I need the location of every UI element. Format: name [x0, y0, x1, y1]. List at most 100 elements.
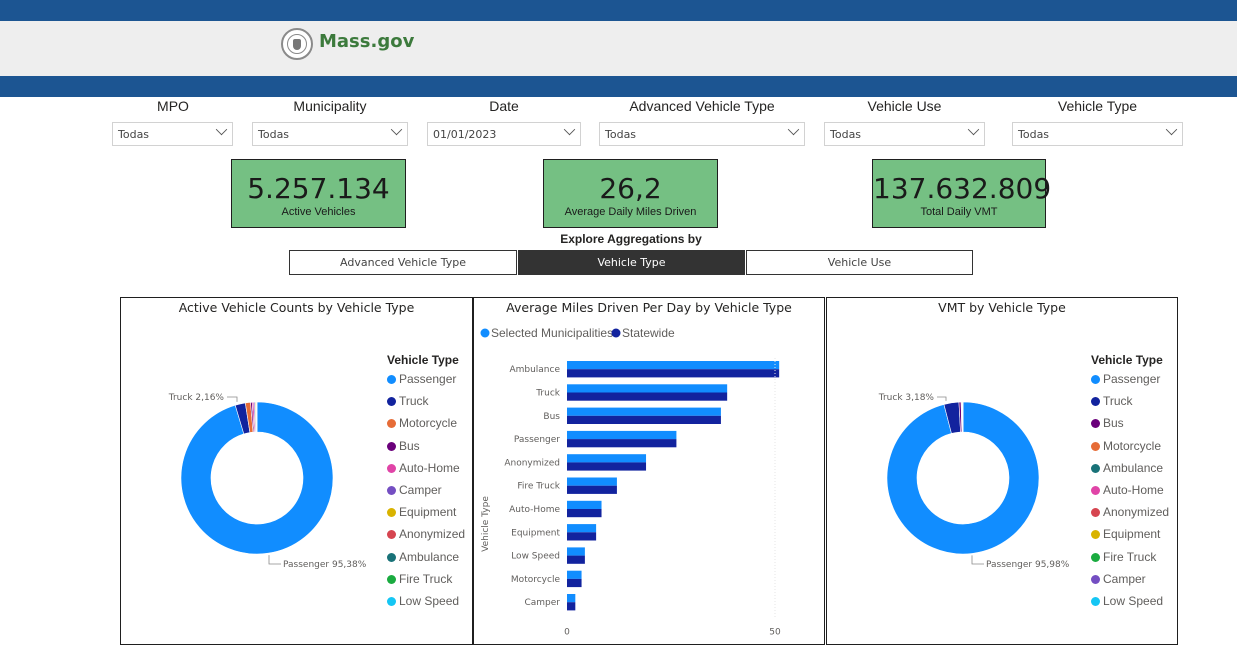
legend-label: Low Speed — [1103, 593, 1164, 608]
legend-item-bus[interactable]: Bus — [387, 439, 465, 461]
active-vehicle-donut-chart[interactable]: Truck 2,16% Passenger 95,38% — [121, 338, 381, 638]
legend-marker-icon — [611, 328, 621, 338]
bar-passenger-statewide[interactable] — [567, 439, 677, 448]
legend-item-bus[interactable]: Bus — [1091, 416, 1169, 438]
legend-item-low-speed[interactable]: Low Speed — [1091, 594, 1169, 616]
legend-item-fire-truck[interactable]: Fire Truck — [387, 572, 465, 594]
legend-item-ambulance[interactable]: Ambulance — [387, 550, 465, 572]
vehicle-type-dropdown[interactable]: Todas — [1012, 122, 1183, 146]
bar-bus-statewide[interactable] — [567, 415, 721, 424]
advanced-vehicle-type-dropdown[interactable]: Todas — [599, 122, 805, 146]
legend-item-auto-home[interactable]: Auto-Home — [1091, 483, 1169, 505]
bar-equipment-statewide[interactable] — [567, 532, 597, 541]
vehicle-use-dropdown[interactable]: Todas — [824, 122, 985, 146]
legend-item-fire-truck[interactable]: Fire Truck — [1091, 550, 1169, 572]
vehicle-use-dropdown-value: Todas — [830, 128, 862, 141]
kpi-card-average-daily-miles: 26,2 Average Daily Miles Driven — [543, 159, 718, 228]
y-axis-title: Vehicle Type — [481, 496, 491, 552]
legend-item-camper[interactable]: Camper — [1091, 572, 1169, 594]
legend-label: Anonymized — [1103, 505, 1170, 520]
massachusetts-seal-icon[interactable] — [281, 28, 313, 60]
vmt-donut-chart[interactable]: Truck 3,18% Passenger 95,98% — [827, 338, 1089, 638]
donut-slice-passenger[interactable] — [180, 401, 334, 555]
bar-low-speed-selected-municipalities[interactable] — [567, 547, 585, 556]
average-miles-panel: Average Miles Driven Per Day by Vehicle … — [473, 297, 825, 645]
legend-item-truck[interactable]: Truck — [1091, 394, 1169, 416]
vehicle-type-dropdown-value: Todas — [1018, 128, 1050, 141]
toggle-vehicle-type[interactable]: Vehicle Type — [518, 250, 745, 275]
bar-fire-truck-statewide[interactable] — [567, 485, 617, 494]
toggle-vehicle-use[interactable]: Vehicle Use — [746, 250, 973, 275]
x-tick-label: 50 — [769, 627, 781, 637]
bar-bus-selected-municipalities[interactable] — [567, 407, 721, 416]
legend-marker-icon — [480, 328, 490, 338]
bar-auto-home-selected-municipalities[interactable] — [567, 500, 602, 509]
legend-marker-icon — [1091, 375, 1100, 384]
chevron-down-icon — [563, 123, 576, 136]
bar-motorcycle-selected-municipalities[interactable] — [567, 570, 582, 579]
chevron-down-icon — [967, 123, 980, 136]
bar-fire-truck-selected-municipalities[interactable] — [567, 477, 617, 486]
legend-marker-icon — [1091, 596, 1100, 606]
bar-truck-statewide[interactable] — [567, 392, 728, 401]
donut-slice-passenger[interactable] — [886, 401, 1040, 555]
legend-item-auto-home[interactable]: Auto-Home — [387, 461, 465, 483]
kpi-value: 26,2 — [599, 172, 662, 205]
bar-ambulance-selected-municipalities[interactable] — [567, 361, 780, 370]
legend-item-passenger[interactable]: Passenger — [387, 372, 465, 394]
legend-item-truck[interactable]: Truck — [387, 394, 465, 416]
average-miles-bar-chart[interactable]: Selected Municipalities Statewide Vehicle … — [474, 318, 824, 644]
legend-label: Ambulance — [1103, 460, 1164, 475]
legend-marker-icon — [1091, 485, 1100, 495]
bar-anonymized-statewide[interactable] — [567, 462, 647, 471]
bar-auto-home-statewide[interactable] — [567, 509, 602, 518]
bar-camper-selected-municipalities[interactable] — [567, 594, 576, 603]
bar-anonymized-selected-municipalities[interactable] — [567, 454, 647, 463]
bar-low-speed-statewide[interactable] — [567, 555, 585, 564]
bar-truck-selected-municipalities[interactable] — [567, 384, 728, 393]
y-tick-label: Low Speed — [511, 552, 560, 562]
legend-item-anonymized[interactable]: Anonymized — [387, 527, 465, 549]
legend-label: Bus — [1103, 416, 1124, 431]
legend-label: Passenger — [1103, 372, 1161, 386]
legend-item-motorcycle[interactable]: Motorcycle — [1091, 439, 1169, 461]
legend-item-statewide[interactable]: Statewide — [622, 326, 675, 340]
kpi-card-total-daily-vmt: 137.632.809 Total Daily VMT — [872, 159, 1051, 228]
legend-item-camper[interactable]: Camper — [387, 483, 465, 505]
slicer-label-vehicle-type: Vehicle Type — [1057, 98, 1138, 114]
legend-marker-icon — [387, 596, 396, 606]
legend-item-low-speed[interactable]: Low Speed — [387, 594, 465, 616]
site-logo[interactable]: Mass.gov — [319, 31, 415, 52]
header-bottom-band — [0, 76, 1237, 97]
legend-label: Fire Truck — [399, 571, 453, 586]
date-dropdown[interactable]: 01/01/2023 — [427, 122, 581, 146]
bar-passenger-selected-municipalities[interactable] — [567, 430, 677, 440]
chart-title: Active Vehicle Counts by Vehicle Type — [178, 300, 415, 315]
bar-equipment-selected-municipalities[interactable] — [567, 524, 597, 533]
legend-label: Bus — [399, 438, 420, 453]
legend-marker-icon — [387, 508, 396, 518]
legend-item-anonymized[interactable]: Anonymized — [1091, 505, 1169, 527]
y-tick-label: Passenger — [514, 435, 560, 445]
legend-marker-icon — [1091, 397, 1100, 407]
legend-marker-icon — [387, 419, 396, 429]
legend-item-motorcycle[interactable]: Motorcycle — [387, 416, 465, 438]
kpi-label: Average Daily Miles Driven — [564, 206, 697, 218]
legend-label: Camper — [399, 482, 442, 497]
toggle-advanced-vehicle-type[interactable]: Advanced Vehicle Type — [289, 250, 517, 275]
legend-item-equipment[interactable]: Equipment — [1091, 527, 1169, 549]
legend-title: Vehicle Type — [1091, 353, 1163, 367]
legend-item-ambulance[interactable]: Ambulance — [1091, 461, 1169, 483]
bar-ambulance-statewide[interactable] — [567, 369, 780, 378]
kpi-value: 5.257.134 — [247, 172, 390, 205]
legend-item-selected-municipalities[interactable]: Selected Municipalities — [491, 326, 613, 340]
chevron-down-icon — [215, 123, 228, 136]
bar-camper-statewide[interactable] — [567, 602, 576, 611]
mpo-dropdown[interactable]: Todas — [112, 122, 233, 146]
y-tick-label: Bus — [543, 412, 560, 422]
legend-label: Equipment — [399, 505, 457, 520]
legend-item-equipment[interactable]: Equipment — [387, 505, 465, 527]
bar-motorcycle-statewide[interactable] — [567, 578, 582, 588]
legend-item-passenger[interactable]: Passenger — [1091, 372, 1169, 394]
municipality-dropdown[interactable]: Todas — [252, 122, 408, 146]
